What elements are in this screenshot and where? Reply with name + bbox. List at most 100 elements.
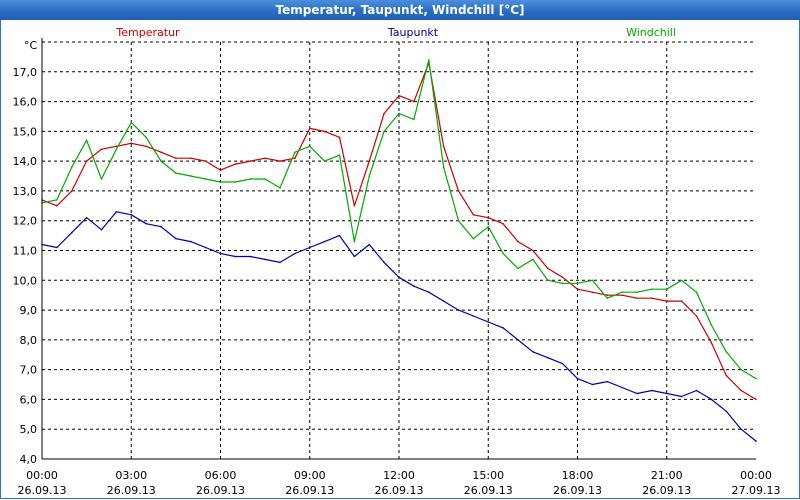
x-tick-time: 00:00 xyxy=(26,469,58,482)
data-point-windchill xyxy=(56,199,58,201)
data-point-temperatur xyxy=(264,157,266,159)
data-point-taupunkt xyxy=(204,246,207,249)
data-point-taupunkt xyxy=(680,395,683,398)
x-tick-date: 27.09.13 xyxy=(732,484,781,497)
x-tick-date: 26.09.13 xyxy=(642,484,691,497)
data-point-windchill xyxy=(145,136,147,139)
data-point-taupunkt xyxy=(398,276,400,279)
data-point-windchill xyxy=(264,178,266,180)
data-point-temperatur xyxy=(368,160,371,162)
data-point-temperatur xyxy=(100,148,103,150)
data-point-temperatur xyxy=(338,136,341,139)
data-point-windchill xyxy=(428,59,430,61)
window-title: Temperatur, Taupunkt, Windchill [°C] xyxy=(0,0,800,20)
x-tick-date: 26.09.13 xyxy=(464,484,513,497)
data-point-taupunkt xyxy=(725,410,728,413)
data-point-temperatur xyxy=(115,145,118,148)
data-point-windchill xyxy=(442,166,445,168)
x-tick-date: 26.09.13 xyxy=(375,484,424,497)
data-point-taupunkt xyxy=(517,339,519,341)
data-point-temperatur xyxy=(413,100,415,103)
data-point-temperatur xyxy=(442,145,445,148)
data-point-temperatur xyxy=(561,276,564,279)
y-tick-label: 8,0 xyxy=(20,334,38,347)
data-point-temperatur xyxy=(234,163,237,165)
data-point-windchill xyxy=(160,160,162,162)
data-point-temperatur xyxy=(547,267,549,270)
data-point-taupunkt xyxy=(710,398,713,401)
x-tick-date: 26.09.13 xyxy=(107,484,156,497)
legend-entry-windchill: Windchill xyxy=(626,26,676,39)
y-tick-label: 16,0 xyxy=(13,96,38,109)
data-point-temperatur xyxy=(487,216,490,219)
data-point-taupunkt xyxy=(323,240,326,243)
data-point-windchill xyxy=(115,148,118,150)
data-point-temperatur xyxy=(502,222,504,225)
data-point-windchill xyxy=(368,175,371,177)
data-point-taupunkt xyxy=(294,252,296,255)
series-lines xyxy=(41,59,757,442)
x-tick-time: 00:00 xyxy=(740,469,772,482)
data-point-windchill xyxy=(85,139,88,142)
y-tick-label: 4,0 xyxy=(20,453,38,466)
data-point-windchill xyxy=(636,291,638,294)
y-tick-label: 12,0 xyxy=(13,215,38,228)
data-point-taupunkt xyxy=(264,258,266,261)
data-point-taupunkt xyxy=(755,440,757,442)
data-point-temperatur xyxy=(130,142,133,145)
data-point-taupunkt xyxy=(457,309,460,311)
data-point-windchill xyxy=(576,282,579,285)
data-point-windchill xyxy=(323,160,326,162)
data-point-taupunkt xyxy=(502,327,504,329)
data-point-windchill xyxy=(502,252,504,255)
data-point-windchill xyxy=(487,225,490,228)
data-point-temperatur xyxy=(71,190,73,192)
x-tick-date: 26.09.13 xyxy=(553,484,602,497)
data-point-windchill xyxy=(621,291,623,294)
y-tick-label: 11,0 xyxy=(13,245,38,258)
data-point-temperatur xyxy=(666,300,668,302)
data-point-temperatur xyxy=(591,291,594,294)
data-point-windchill xyxy=(413,118,415,121)
data-point-taupunkt xyxy=(190,240,192,243)
tick-labels: 4,0 5,0 6,0 7,0 8,0 9,0 10,0 11,0 12,0 13,0 14,0 15… xyxy=(13,39,781,497)
data-point-taupunkt xyxy=(606,380,609,383)
data-point-taupunkt xyxy=(547,356,549,359)
data-point-temperatur xyxy=(190,157,192,159)
data-point-windchill xyxy=(606,297,609,300)
data-point-temperatur xyxy=(517,240,519,243)
data-point-windchill xyxy=(175,172,177,174)
data-point-taupunkt xyxy=(442,300,445,302)
data-point-windchill xyxy=(100,178,103,180)
data-point-taupunkt xyxy=(71,231,73,234)
data-point-taupunkt xyxy=(353,255,356,258)
data-point-windchill xyxy=(755,377,757,380)
data-point-taupunkt xyxy=(115,211,118,213)
data-point-temperatur xyxy=(294,157,296,159)
data-point-taupunkt xyxy=(100,228,103,231)
data-point-windchill xyxy=(651,288,653,291)
data-point-taupunkt xyxy=(368,243,371,246)
data-point-temperatur xyxy=(457,190,460,192)
data-point-taupunkt xyxy=(234,255,237,258)
data-point-taupunkt xyxy=(695,389,698,392)
data-point-windchill xyxy=(383,130,385,133)
data-point-temperatur xyxy=(398,94,400,97)
data-point-temperatur xyxy=(695,315,698,317)
data-point-taupunkt xyxy=(309,246,311,249)
data-point-temperatur xyxy=(606,294,609,297)
y-tick-label: 17,0 xyxy=(13,66,38,79)
x-tick-time: 12:00 xyxy=(383,469,415,482)
data-point-taupunkt xyxy=(740,428,742,431)
data-point-windchill xyxy=(219,181,222,183)
data-point-temperatur xyxy=(740,389,742,392)
legend-entry-taupunkt: Taupunkt xyxy=(387,26,439,39)
data-point-taupunkt xyxy=(413,285,415,288)
data-point-taupunkt xyxy=(532,351,534,353)
data-point-windchill xyxy=(234,181,237,183)
data-point-temperatur xyxy=(249,160,252,162)
y-tick-label: 7,0 xyxy=(20,364,38,377)
data-point-taupunkt xyxy=(249,255,252,258)
data-point-temperatur xyxy=(323,130,326,133)
